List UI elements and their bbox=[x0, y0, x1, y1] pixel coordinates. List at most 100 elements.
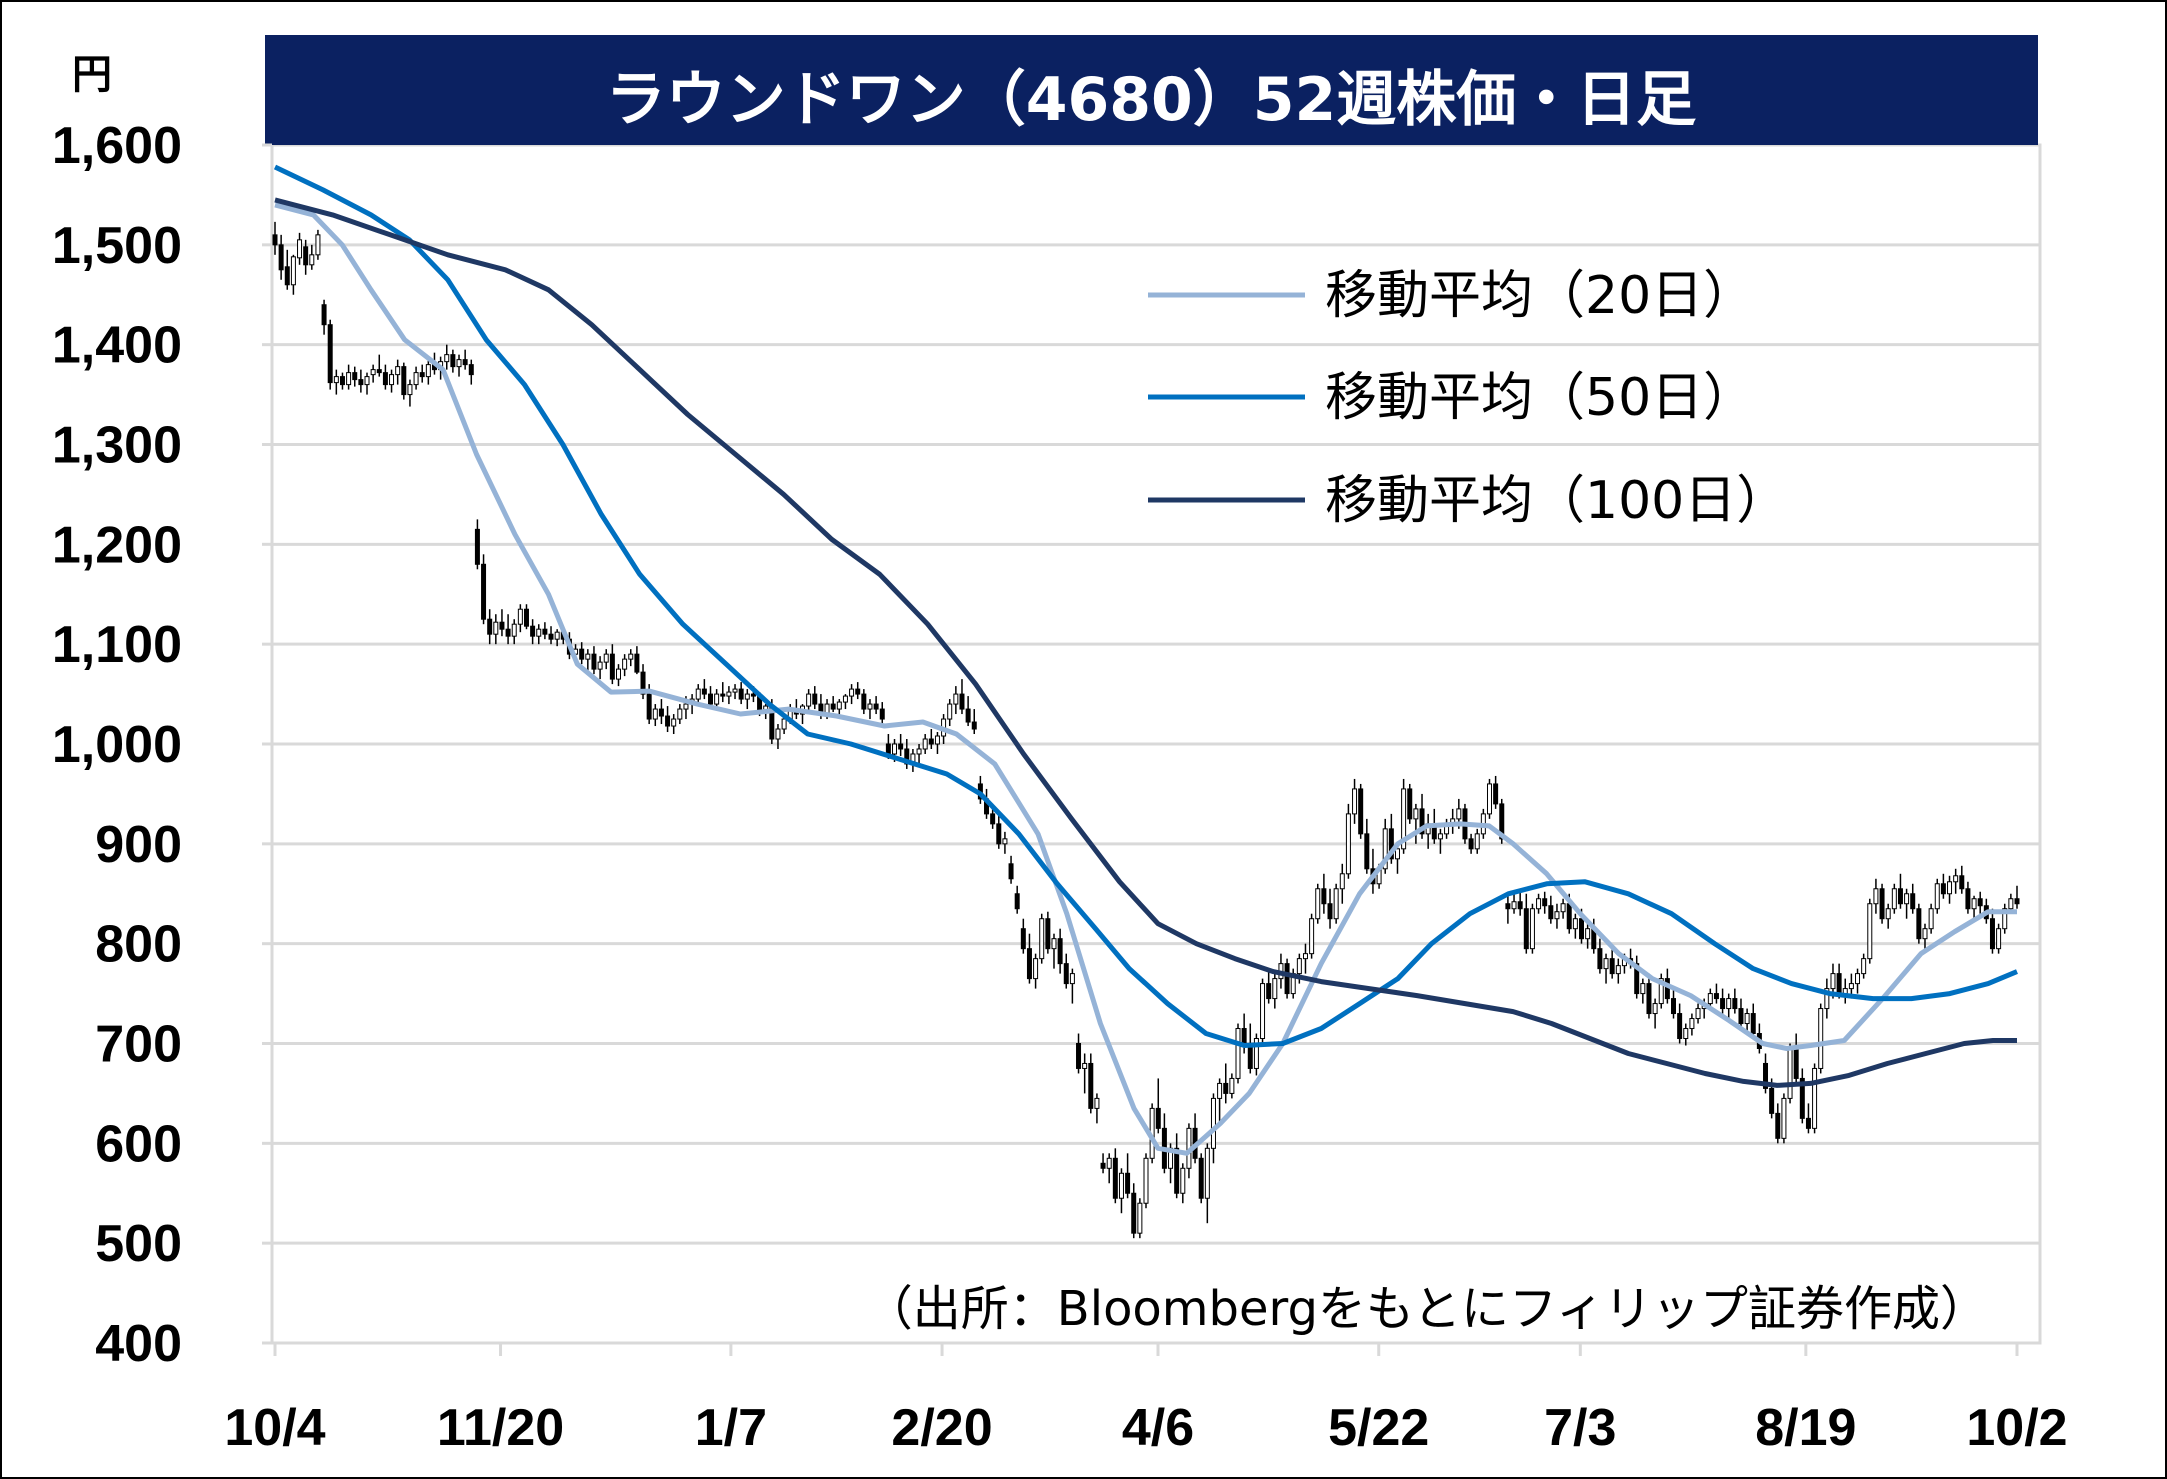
candle-body bbox=[1008, 863, 1014, 880]
candle-body bbox=[1020, 928, 1026, 950]
candle-body bbox=[603, 653, 609, 663]
moving-averages bbox=[273, 164, 2018, 1156]
y-axis: 1,600 1,500 1,400 1,300 1,200 1,100 1,000 900 80… bbox=[52, 117, 272, 1373]
candle-body bbox=[352, 372, 358, 381]
legend-label: 移動平均（20日） bbox=[1325, 266, 1755, 326]
y-tick-label: 500 bbox=[95, 1215, 182, 1273]
candle-body bbox=[1658, 978, 1664, 1005]
chart-title: ラウンドワン（4680）52週株価・日足 bbox=[606, 65, 1697, 135]
candle-body bbox=[1002, 838, 1008, 845]
y-tick-label: 1,000 bbox=[52, 716, 182, 774]
candle-body bbox=[1118, 1172, 1124, 1199]
candle-body bbox=[665, 715, 671, 727]
candle-body bbox=[683, 703, 689, 710]
candle-body bbox=[934, 735, 940, 745]
candle-body bbox=[370, 369, 376, 376]
source-note: （出所：Bloombergをもとにフィリップ証券作成） bbox=[865, 1281, 1988, 1337]
candle-body bbox=[444, 354, 450, 363]
candle-body bbox=[775, 728, 781, 740]
candle-body bbox=[1241, 1028, 1247, 1045]
candle-body bbox=[1382, 828, 1388, 870]
candle-body bbox=[609, 653, 615, 680]
candle-body bbox=[1260, 983, 1266, 1040]
y-tick-label: 800 bbox=[95, 916, 182, 974]
candle-body bbox=[1419, 808, 1425, 835]
candle-body bbox=[615, 668, 621, 680]
candle-body bbox=[1953, 875, 1959, 883]
x-tick-label: 4/6 bbox=[1122, 1399, 1194, 1457]
x-tick-label: 7/3 bbox=[1544, 1399, 1616, 1457]
candle-body bbox=[1345, 813, 1351, 875]
candle-body bbox=[781, 718, 787, 730]
candle-body bbox=[499, 621, 505, 630]
candle-body bbox=[493, 621, 499, 635]
candle-body bbox=[1830, 973, 1836, 990]
candle-body bbox=[517, 608, 523, 625]
candle-body bbox=[1474, 833, 1480, 850]
candle-body bbox=[1045, 918, 1051, 950]
candle-body bbox=[1542, 898, 1548, 907]
candle-body bbox=[898, 743, 904, 750]
candle-body bbox=[1106, 1157, 1112, 1169]
candle-body bbox=[1499, 803, 1505, 840]
candle-body bbox=[1726, 998, 1732, 1010]
x-tick-label: 2/20 bbox=[891, 1399, 992, 1457]
candle-body bbox=[1738, 1008, 1744, 1025]
title-banner bbox=[265, 35, 2038, 145]
candle-body bbox=[646, 693, 652, 720]
candle-body bbox=[1891, 888, 1897, 910]
candle-body bbox=[652, 708, 658, 720]
candle-body bbox=[658, 708, 664, 717]
candle-body bbox=[425, 364, 431, 378]
candle-body bbox=[1775, 1112, 1781, 1139]
candle-body bbox=[744, 693, 750, 700]
candle-body bbox=[505, 628, 511, 637]
candle-body bbox=[1977, 898, 1983, 907]
candle-body bbox=[530, 625, 536, 637]
candle-body bbox=[671, 718, 677, 727]
candle-body bbox=[1615, 965, 1621, 975]
candle-body bbox=[965, 708, 971, 723]
x-tick-label: 11/20 bbox=[437, 1399, 564, 1457]
candle-body bbox=[842, 695, 848, 703]
candle-body bbox=[1014, 893, 1020, 910]
x-tick-label: 1/7 bbox=[695, 1399, 767, 1457]
legend: 移動平均（20日） 移動平均（50日） 移動平均（100日） bbox=[1148, 266, 1788, 531]
candle-body bbox=[1511, 901, 1517, 910]
candle-body bbox=[1493, 783, 1499, 805]
candle-body bbox=[1671, 998, 1677, 1015]
candle-body bbox=[1026, 948, 1032, 980]
x-tick-label: 5/22 bbox=[1328, 1399, 1429, 1457]
candle-body bbox=[1327, 903, 1333, 920]
candle-body bbox=[628, 653, 634, 660]
candle-body bbox=[1566, 903, 1572, 930]
candle-body bbox=[315, 234, 321, 256]
candle-body bbox=[1646, 983, 1652, 1015]
candle-body bbox=[1364, 833, 1370, 870]
candle-body bbox=[1579, 918, 1584, 940]
y-tick-label: 700 bbox=[95, 1016, 182, 1074]
candle-body bbox=[407, 384, 413, 396]
candle-body bbox=[1609, 958, 1615, 975]
candle-body bbox=[849, 688, 855, 697]
candle-body bbox=[1904, 893, 1910, 905]
candle-body bbox=[701, 688, 707, 695]
candle-body bbox=[1217, 1082, 1223, 1099]
candle-body bbox=[1781, 1097, 1787, 1139]
candle-body bbox=[1057, 938, 1063, 965]
y-tick-label: 600 bbox=[95, 1115, 182, 1173]
candle-body bbox=[830, 703, 836, 710]
candle-body bbox=[1879, 888, 1885, 920]
x-tick-label: 8/19 bbox=[1755, 1399, 1856, 1457]
candle-body bbox=[1039, 918, 1045, 960]
candle-body bbox=[1971, 898, 1977, 910]
candle-body bbox=[836, 701, 842, 710]
candle-body bbox=[462, 359, 468, 366]
candle-body bbox=[1634, 963, 1640, 995]
candle-body bbox=[1352, 788, 1358, 815]
candle-body bbox=[1284, 963, 1290, 995]
candle-body bbox=[1922, 928, 1928, 940]
candle-body bbox=[1401, 788, 1407, 850]
legend-label: 移動平均（100日） bbox=[1325, 471, 1788, 531]
candle-body bbox=[1695, 1008, 1701, 1020]
